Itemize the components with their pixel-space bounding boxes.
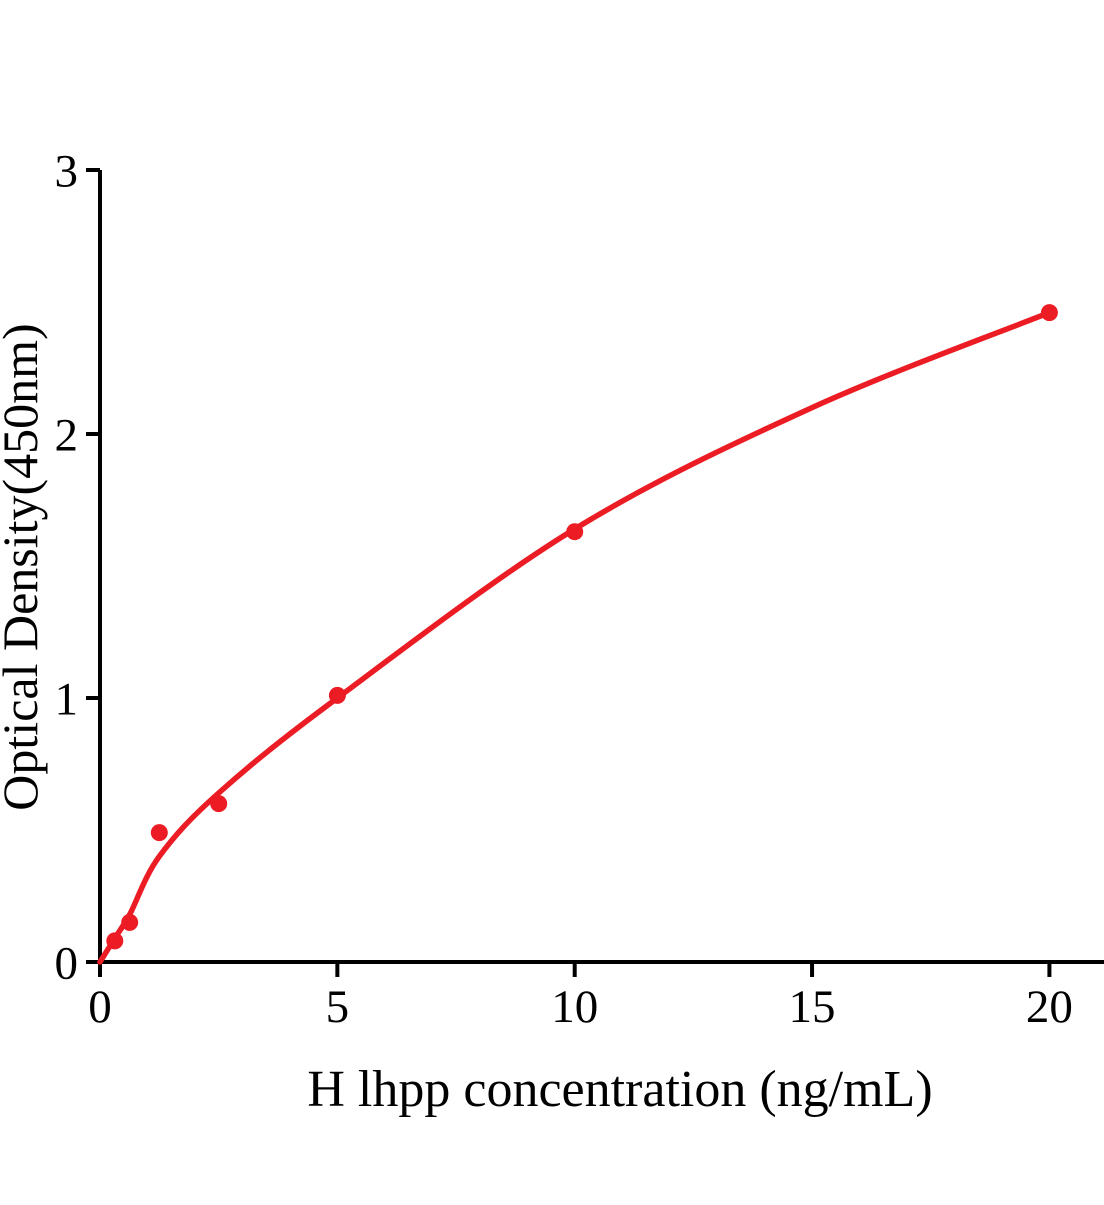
plot-area: 0 1 2 3 0 5 10 15 20 — [55, 145, 1104, 1033]
x-tick-label: 5 — [326, 981, 350, 1033]
x-tick-label: 10 — [551, 981, 598, 1033]
data-point-marker — [106, 932, 123, 949]
data-point-marker — [210, 795, 227, 812]
y-tick-label: 0 — [55, 937, 79, 989]
x-tick-label: 15 — [789, 981, 836, 1033]
y-tick-label: 1 — [55, 673, 79, 725]
data-point-marker — [1041, 304, 1058, 321]
data-point-marker — [329, 687, 346, 704]
x-tick-label: 0 — [88, 981, 112, 1033]
data-point-marker — [566, 523, 583, 540]
y-tick-label: 2 — [55, 409, 79, 461]
x-tick-label: 20 — [1026, 981, 1073, 1033]
x-axis-title: H lhpp concentration (ng/mL) — [307, 1061, 932, 1118]
data-point-marker — [151, 824, 168, 841]
data-point-marker — [121, 914, 138, 931]
y-axis-title: Optical Density(450nm) — [0, 323, 48, 810]
y-tick-label: 3 — [55, 145, 79, 197]
fit-curve — [100, 313, 1049, 962]
